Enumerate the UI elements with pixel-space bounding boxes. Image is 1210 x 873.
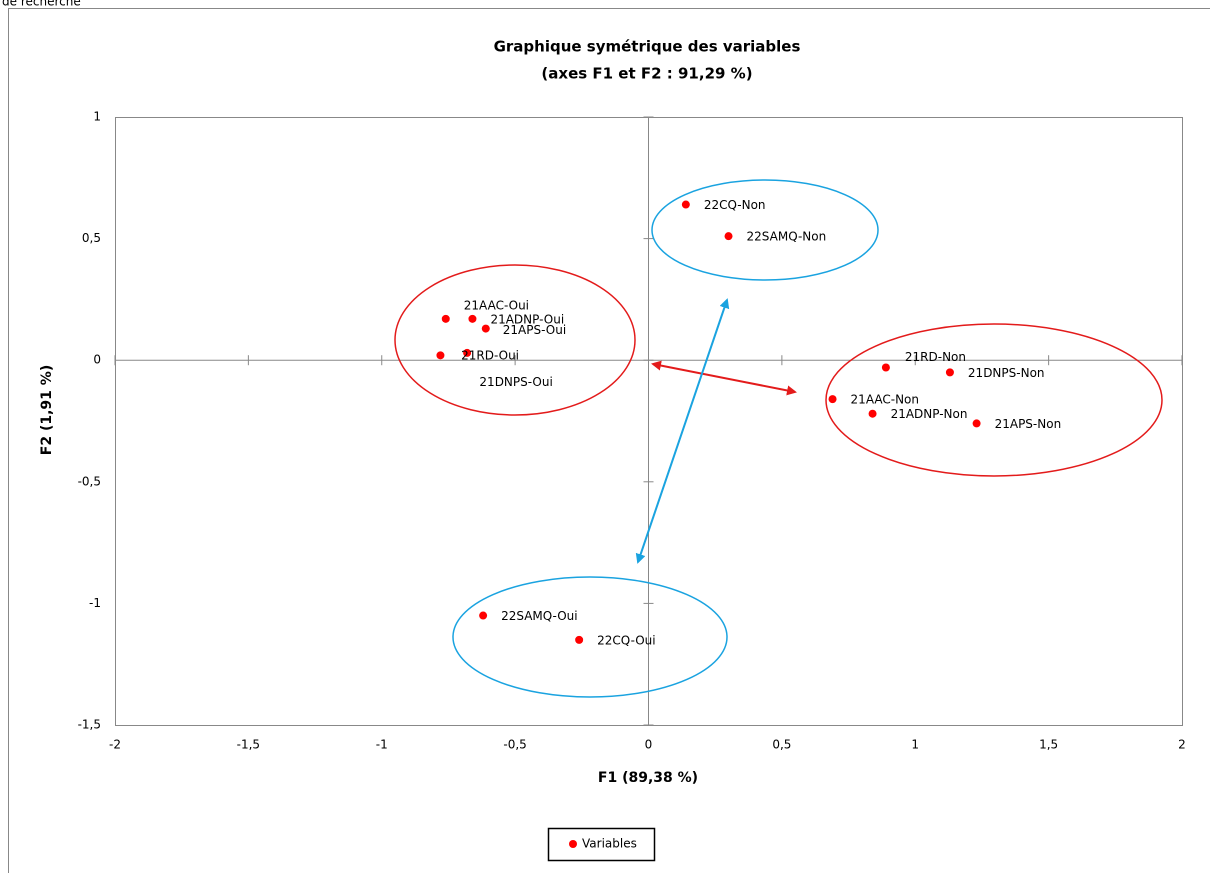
point-label: 21RD-Non (905, 350, 966, 364)
point (881, 363, 890, 372)
point-label: 21DNPS-Oui (479, 375, 552, 389)
arrow (635, 298, 730, 564)
point-label: 21AAC-Oui (464, 298, 529, 312)
cluster-ellipse (452, 576, 728, 698)
chart-title: Graphique symétrique des variables (494, 38, 801, 56)
x-tick-label: 0 (645, 738, 653, 752)
x-tick-label: 1,5 (1039, 738, 1058, 752)
x-axis-title: F1 (89,38 %) (598, 770, 698, 786)
x-tick-label: 2 (1178, 738, 1186, 752)
point (575, 635, 584, 644)
x-tick-label: -0,5 (503, 738, 526, 752)
point (828, 395, 837, 404)
cluster-ellipse (825, 323, 1163, 477)
y-tick-label: 1 (93, 110, 101, 124)
point-label: 21ADNP-Non (891, 407, 968, 421)
y-tick-label: -1 (89, 596, 101, 610)
point-label: 21APS-Non (995, 417, 1062, 431)
point (441, 314, 450, 323)
y-tick-label: 0,5 (82, 231, 101, 245)
x-tick-label: -1,5 (237, 738, 260, 752)
point-label: 21AAC-Non (851, 393, 919, 407)
point-label: 22CQ-Non (704, 198, 766, 212)
x-tick-label: 1 (911, 738, 919, 752)
legend-marker (569, 840, 577, 848)
point (479, 611, 488, 620)
point-label: 22SAMQ-Oui (501, 609, 578, 623)
point (868, 409, 877, 418)
header-text: de recherche (2, 0, 81, 9)
point (463, 348, 472, 357)
cluster-ellipse (651, 179, 879, 281)
cluster-ellipse (394, 264, 636, 416)
arrow (651, 360, 797, 396)
legend (547, 827, 656, 862)
y-axis-title: F2 (1,91 %) (39, 365, 55, 455)
point-label: 22SAMQ-Non (747, 230, 827, 244)
chart-subtitle: (axes F1 et F2 : 91,29 %) (541, 65, 752, 83)
point-label: 21RD-Oui (461, 348, 519, 362)
chart-border (8, 8, 1210, 873)
point (945, 368, 954, 377)
legend-label: Variables (582, 837, 637, 851)
point-label: 21ADNP-Oui (490, 312, 564, 326)
point (972, 419, 981, 428)
point-label: 22CQ-Oui (597, 633, 655, 647)
point (481, 324, 490, 333)
point (681, 200, 690, 209)
point (468, 314, 477, 323)
x-tick-label: -2 (109, 738, 121, 752)
point-label: 21APS-Oui (503, 323, 566, 337)
point (436, 351, 445, 360)
x-tick-label: 0,5 (772, 738, 791, 752)
y-tick-label: 0 (93, 353, 101, 367)
y-tick-label: -1,5 (78, 718, 101, 732)
y-tick-label: -0,5 (78, 474, 101, 488)
plot: -2 -1,5 -1 -0,5 0 0,5 1 1,5 2 1 0,5 0 -0,5 -1 -1,5 21AA… (78, 110, 1186, 752)
x-tick-label: -1 (376, 738, 388, 752)
point-label: 21DNPS-Non (968, 366, 1045, 380)
point (724, 232, 733, 241)
